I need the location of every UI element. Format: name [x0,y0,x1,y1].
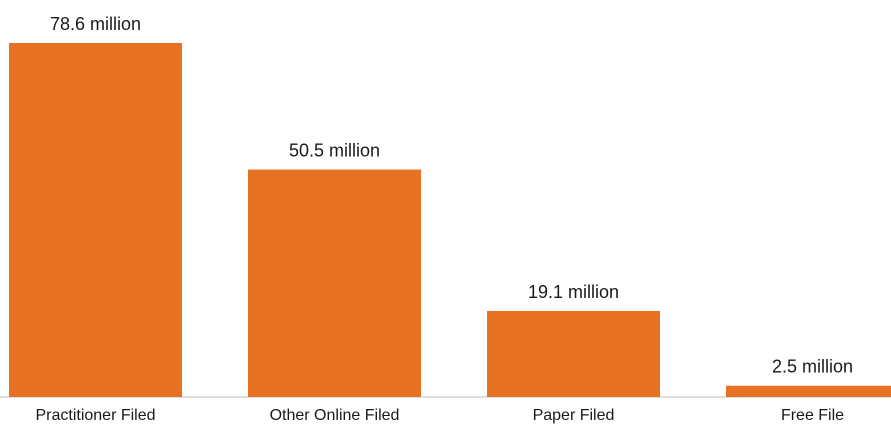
bar-2 [487,310,660,397]
data-labels-group: 78.6 million 50.5 million 19.1 million 2.5 … [50,14,853,377]
category-label-2: Paper Filed [533,407,615,424]
category-label-1: Other Online Filed [270,407,400,424]
bar-0 [9,43,182,397]
data-label-1: 50.5 million [289,141,380,161]
bars-group [9,43,891,397]
category-label-0: Practitioner Filed [35,407,155,424]
data-label-0: 78.6 million [50,14,141,34]
data-label-2: 19.1 million [528,282,619,302]
data-label-3: 2.5 million [772,357,853,377]
category-label-3: Free File [781,407,844,424]
bar-1 [248,169,421,397]
bar-3 [726,385,891,397]
category-labels-group: Practitioner Filed Other Online Filed Pape… [35,407,844,424]
